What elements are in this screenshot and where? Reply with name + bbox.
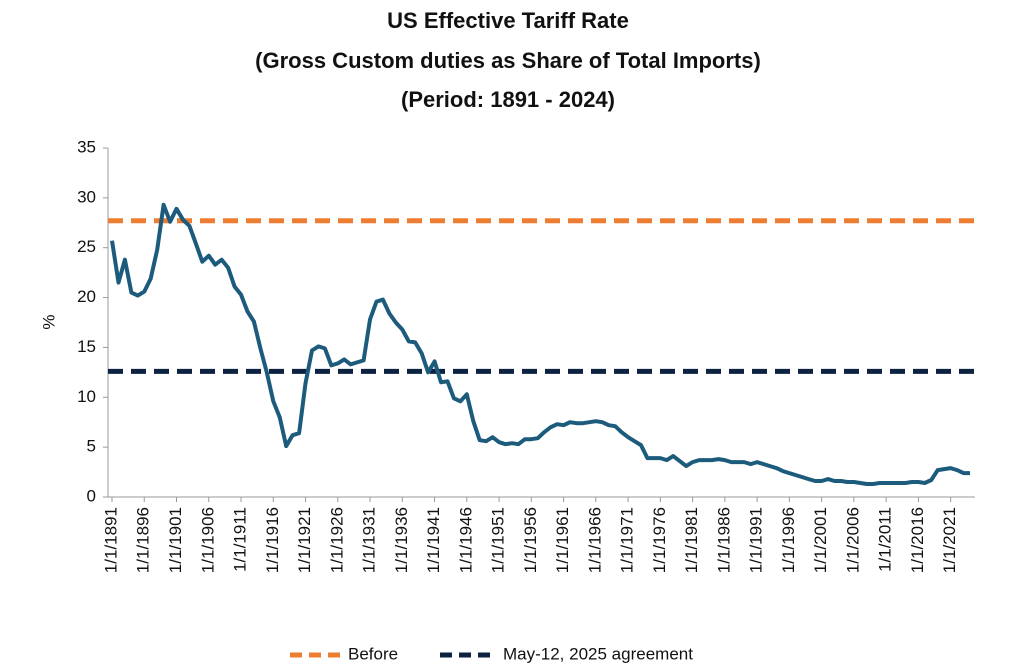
y-tick-label: 35 — [77, 137, 96, 156]
x-tick-label: 1/1/1921 — [295, 507, 314, 573]
x-tick-label: 1/1/1926 — [327, 507, 346, 573]
x-tick-label: 1/1/1931 — [360, 507, 379, 573]
x-tick-label: 1/1/1961 — [553, 507, 572, 573]
y-axis-label: % — [39, 314, 58, 329]
x-tick-label: 1/1/1901 — [166, 507, 185, 573]
x-tick-label: 1/1/1976 — [650, 507, 669, 573]
y-tick-label: 20 — [77, 287, 96, 306]
x-tick-label: 1/1/1996 — [779, 507, 798, 573]
x-tick-label: 1/1/1956 — [521, 507, 540, 573]
y-tick-label: 25 — [77, 237, 96, 256]
y-tick-label: 10 — [77, 387, 96, 406]
x-tick-label: 1/1/1971 — [618, 507, 637, 573]
x-tick-label: 1/1/1991 — [747, 507, 766, 573]
chart-title: US Effective Tariff Rate — [387, 8, 629, 33]
x-tick-label: 1/1/1916 — [263, 507, 282, 573]
data-line — [110, 202, 970, 486]
y-tick-label: 30 — [77, 187, 96, 206]
x-tick-label: 1/1/1946 — [456, 507, 475, 573]
x-tick-label: 1/1/1966 — [585, 507, 604, 573]
x-tick-label: 1/1/2001 — [811, 507, 830, 573]
chart-subtitle: (Gross Custom duties as Share of Total I… — [255, 48, 761, 73]
y-tick-label: 5 — [87, 437, 96, 456]
x-tick-label: 1/1/2016 — [908, 507, 927, 573]
x-tick-label: 1/1/2011 — [876, 507, 895, 572]
x-tick-label: 1/1/1951 — [489, 507, 508, 573]
x-tick-label: 1/1/1986 — [714, 507, 733, 573]
x-tick-label: 1/1/1936 — [392, 507, 411, 573]
x-tick-label: 1/1/2006 — [843, 507, 862, 573]
legend-label: May-12, 2025 agreement — [503, 644, 693, 663]
x-tick-label: 1/1/1981 — [682, 507, 701, 573]
x-tick-label: 1/1/1941 — [424, 507, 443, 573]
y-tick-label: 0 — [87, 486, 96, 505]
x-tick-label: 1/1/1896 — [134, 507, 153, 573]
y-tick-label: 15 — [77, 337, 96, 356]
x-tick-label: 1/1/1906 — [198, 507, 217, 573]
x-tick-label: 1/1/1891 — [101, 507, 120, 573]
x-tick-label: 1/1/2021 — [940, 507, 959, 573]
x-tick-label: 1/1/1911 — [231, 507, 250, 572]
legend-label: Before — [348, 644, 398, 663]
chart-subtitle: (Period: 1891 - 2024) — [401, 87, 615, 112]
